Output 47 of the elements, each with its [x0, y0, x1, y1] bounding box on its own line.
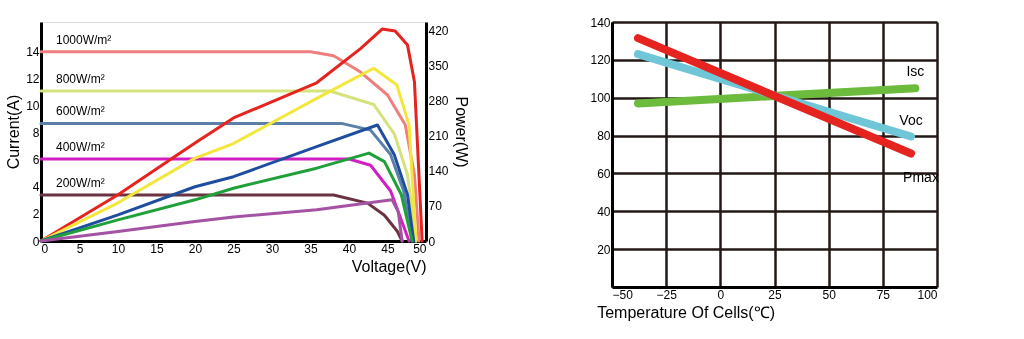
x-tick-label: 75 [876, 287, 891, 302]
series-label: 200W/m² [56, 176, 105, 191]
x-tick-label: 10 [111, 241, 126, 256]
y-axis-title: Current(A) [5, 94, 23, 170]
x-tick-label: 30 [265, 241, 280, 256]
y-tick-label: 60 [597, 166, 611, 181]
series-label: Isc [906, 63, 925, 80]
y-tick-label: 12 [26, 72, 40, 87]
y-tick-label: 6 [32, 153, 40, 168]
x-tick-label: 25 [768, 287, 782, 302]
y-tick-label: 4 [32, 180, 40, 195]
series-label: 600W/m² [56, 104, 105, 119]
y2-axis-title: Power(W) [452, 96, 470, 168]
y2-tick-label: 420 [428, 23, 449, 38]
y-tick-label: 40 [597, 204, 611, 219]
y-tick-label: 120 [590, 53, 611, 68]
series-label: 400W/m² [56, 139, 105, 154]
x-axis-title: Voltage(V) [351, 257, 427, 275]
x-tick-label: 35 [304, 241, 318, 256]
y-tick-label: 140 [590, 15, 611, 30]
x-tick-label: 5 [76, 241, 84, 256]
y-tick-label: 2 [32, 207, 40, 222]
x-tick-label: 25 [227, 241, 241, 256]
x-tick-label: 40 [342, 241, 357, 256]
x-tick-label: 20 [188, 241, 203, 256]
x-axis-title: Temperature Of Cells(℃) [597, 303, 775, 321]
y2-tick-label: 70 [428, 199, 443, 214]
x-tick-label: 50 [822, 287, 837, 302]
y2-tick-label: 280 [428, 93, 449, 108]
y-tick-label: 10 [26, 99, 40, 114]
x-tick-label: 45 [381, 241, 395, 256]
series-label: 1000W/m² [56, 32, 112, 47]
x-tick-label: 100 [917, 287, 938, 302]
x-tick-label: 0 [717, 287, 725, 302]
y-tick-label: 8 [32, 126, 40, 141]
y-tick-label: 80 [597, 129, 611, 144]
x-tick-label: −50 [612, 287, 634, 302]
x-tick-label: −25 [656, 287, 678, 302]
x-tick-label: 15 [150, 241, 164, 256]
x-tick-label: 50 [413, 241, 427, 256]
y-tick-label: 100 [590, 91, 611, 106]
series-label: Voc [899, 111, 923, 128]
y2-tick-label: 350 [428, 58, 449, 73]
series-label: 800W/m² [56, 71, 105, 86]
y2-tick-label: 210 [428, 129, 449, 144]
y-tick-label: 14 [26, 45, 40, 60]
y2-tick-label: 140 [428, 164, 449, 179]
